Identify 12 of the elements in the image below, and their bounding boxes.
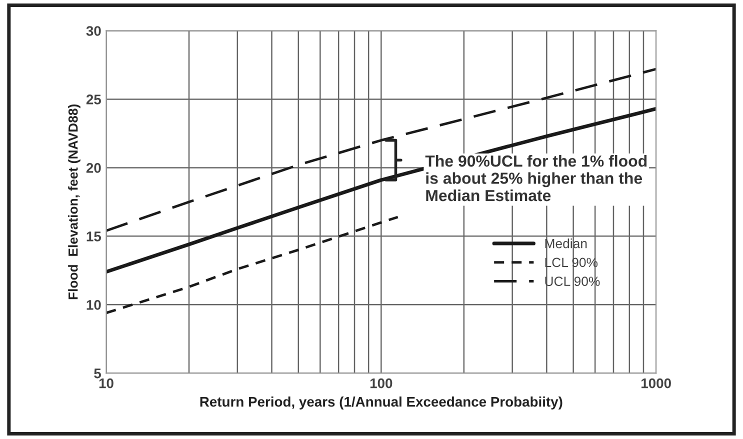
y-tick-label: 5 <box>94 368 101 378</box>
y-axis-title: Flood Elevation, feet (NAVD88) <box>68 104 80 300</box>
y-tick-label: 25 <box>86 94 101 104</box>
y-tick-label: 30 <box>86 26 101 36</box>
y-tick-label: 15 <box>86 232 101 242</box>
x-tick-label: 100 <box>370 378 392 388</box>
y-tick-label: 20 <box>86 163 101 173</box>
x-axis-title: Return Period, years (1/Annual Exceedance Probabiity) <box>200 396 562 410</box>
x-tick-label: 10 <box>99 378 114 388</box>
annotation: The 90%UCL for the 1% flood is about 25% higher than the Median Estimate <box>425 155 647 202</box>
x-tick-label: 1000 <box>641 378 671 388</box>
y-tick-label: 10 <box>86 300 101 310</box>
